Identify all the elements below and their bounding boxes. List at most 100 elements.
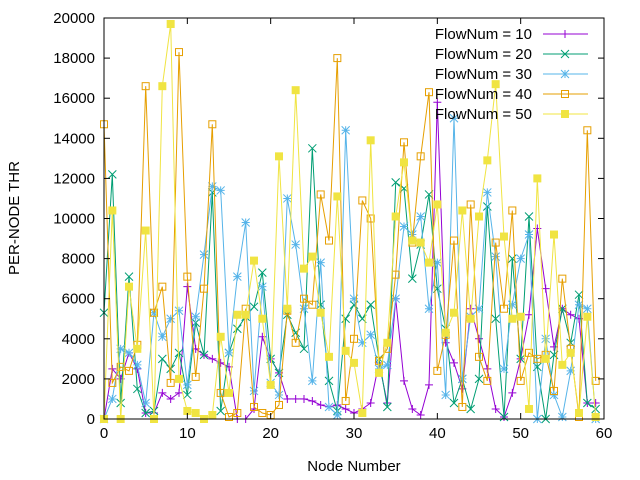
series-2-point-10 (182, 390, 192, 400)
series-4-point-38 (416, 152, 425, 161)
series-layer (99, 20, 601, 424)
series-3-point-18 (249, 386, 259, 396)
series-3-point-27 (324, 402, 334, 412)
legend-label-4: FlowNum = 40 (435, 86, 532, 103)
y-tick-label-2: 4000 (62, 331, 95, 348)
series-4-point-28 (333, 54, 342, 63)
series-1-point-23 (291, 394, 300, 403)
series-4-point-6 (150, 308, 158, 317)
series-4-point-8 (166, 378, 175, 387)
series-4-point-16 (233, 408, 242, 417)
series-4-point-26 (316, 190, 325, 199)
series-4-point-1 (108, 378, 117, 387)
legend-label-3: FlowNum = 30 (435, 66, 532, 83)
legend-marker-4 (561, 90, 569, 98)
series-2-point-59 (591, 404, 601, 414)
series-5-point-5 (141, 226, 150, 235)
series-5-point-3 (125, 282, 133, 291)
series-3-point-7 (157, 332, 167, 342)
series-2-point-46 (482, 202, 492, 211)
series-2-point-3 (124, 272, 134, 281)
series-4-point-19 (258, 408, 267, 417)
series-1-point-24 (300, 394, 308, 403)
series-3-point-22 (282, 194, 292, 203)
series-3-point-1 (107, 394, 117, 404)
series-2-point-2 (116, 398, 126, 408)
series-5-point-57 (575, 408, 583, 417)
series-3-point-47 (491, 252, 501, 261)
series-2-point-50 (516, 354, 526, 364)
y-tick-label-5: 10000 (53, 211, 95, 228)
series-4-point-3 (125, 366, 133, 375)
series-5-point-34 (383, 338, 392, 347)
legend-item-5: FlowNum = 50 (435, 106, 588, 123)
series-3-point-55 (557, 412, 567, 422)
series-3-point-4 (132, 360, 142, 370)
series-5-point-7 (158, 82, 167, 91)
series-3 (99, 113, 601, 424)
legend-marker-2 (560, 49, 570, 59)
series-2-point-4 (132, 384, 142, 394)
series-5-point-38 (416, 238, 425, 247)
series-5-point-4 (133, 344, 142, 353)
series-3-point-38 (416, 212, 426, 221)
series-3-point-16 (232, 272, 242, 281)
series-1-point-9 (175, 388, 183, 397)
series-1-point-26 (316, 400, 325, 409)
series-5-point-9 (175, 374, 183, 383)
x-tick-label-4: 40 (429, 425, 446, 442)
series-2-point-35 (391, 178, 401, 187)
series-4-point-13 (208, 120, 217, 129)
series-2-point-44 (466, 404, 476, 414)
series-2-point-25 (307, 143, 317, 153)
series-5-point-41 (441, 328, 450, 337)
legend-item-1: FlowNum = 10 (435, 26, 588, 43)
series-1-point-40 (433, 98, 442, 107)
series-4-point-55 (558, 274, 567, 283)
series-4-point-21 (275, 400, 283, 409)
series-5-point-59 (591, 412, 600, 421)
series-5-point-47 (491, 80, 500, 89)
series-5-point-32 (366, 136, 375, 145)
series-3-point-37 (407, 230, 417, 239)
legend-marker-1 (561, 30, 569, 38)
series-3-point-9 (174, 306, 184, 316)
series-2-point-45 (474, 374, 484, 384)
series-5-point-44 (466, 314, 475, 323)
series-5-point-8 (166, 20, 175, 29)
series-4-point-45 (475, 352, 483, 361)
series-1-point-54 (550, 342, 558, 351)
series-4-point-44 (466, 200, 475, 209)
series-2-point-16 (232, 324, 242, 334)
series-3-point-21 (274, 390, 284, 400)
series-4-point-46 (483, 376, 492, 385)
series-3-point-49 (507, 300, 517, 310)
series-5-point-49 (508, 314, 517, 323)
series-5-point-27 (325, 352, 333, 361)
series-3-point-50 (516, 254, 526, 263)
series-3-point-3 (124, 348, 134, 358)
series-5-point-56 (566, 348, 575, 357)
y-tick-label-9: 18000 (53, 50, 95, 67)
series-2-point-57 (574, 290, 584, 300)
series-5-point-42 (450, 308, 458, 317)
legend: FlowNum = 10 FlowNum = 20 FlowNum = 30 Flow… (435, 26, 588, 123)
series-5-point-45 (475, 212, 483, 221)
series-3-point-30 (349, 294, 359, 304)
series-4-point-54 (550, 386, 558, 395)
series-5-point-19 (258, 314, 267, 323)
series-3-point-15 (224, 348, 234, 358)
series-3-point-34 (382, 360, 392, 370)
series-3-point-57 (574, 300, 584, 310)
series-5-point-24 (300, 264, 308, 273)
series-5-point-50 (516, 312, 525, 321)
series-4-point-11 (191, 372, 200, 381)
series-3-point-53 (541, 334, 551, 344)
series-1-point-53 (541, 284, 550, 293)
series-1-point-38 (416, 410, 425, 419)
series-1-point-49 (508, 388, 517, 397)
series-3-point-40 (432, 258, 442, 267)
series-3-point-54 (549, 390, 559, 400)
legend-marker-3 (560, 69, 570, 79)
